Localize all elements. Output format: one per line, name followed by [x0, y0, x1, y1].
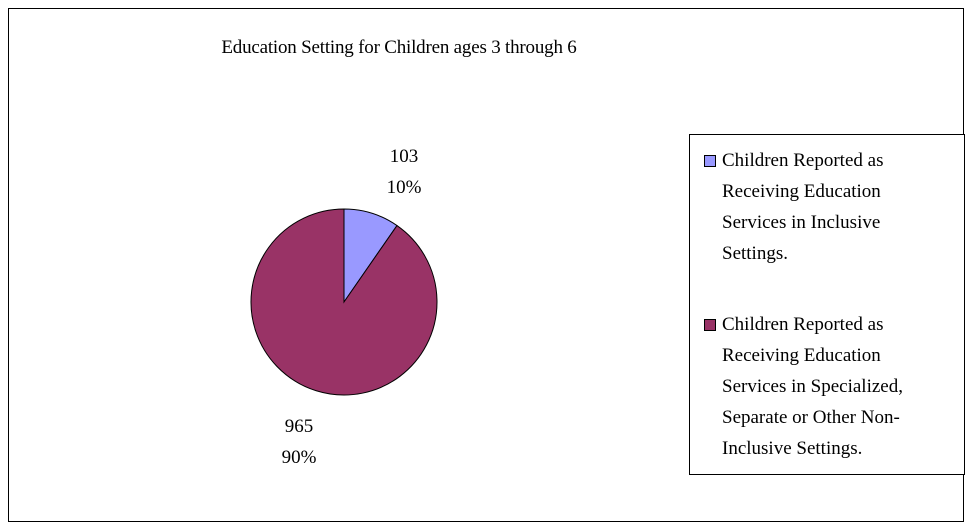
legend-line: Children Reported as	[722, 150, 884, 171]
legend-line: Separate or Other Non-	[722, 407, 900, 428]
legend-swatch-non-inclusive	[704, 319, 716, 331]
data-label-inclusive-value: 103	[389, 146, 419, 167]
pie-slice-non-inclusive	[250, 208, 438, 396]
pie-chart	[250, 208, 438, 396]
chart-title: Education Setting for Children ages 3 th…	[221, 37, 577, 58]
legend: Children Reported as Receiving Education…	[689, 134, 965, 475]
data-label-non-inclusive: 965 90%	[259, 411, 339, 473]
legend-line: Receiving Education	[722, 181, 881, 202]
legend-swatch-inclusive	[704, 155, 716, 167]
legend-text-non-inclusive: Children Reported as Receiving Education…	[722, 309, 966, 464]
data-label-non-inclusive-percent: 90%	[281, 447, 317, 468]
legend-line: Children Reported as	[722, 314, 884, 335]
legend-line: Services in Inclusive	[722, 212, 881, 233]
data-label-inclusive-percent: 10%	[386, 177, 422, 198]
legend-line: Receiving Education	[722, 345, 881, 366]
legend-line: Services in Specialized,	[722, 376, 903, 397]
data-label-non-inclusive-value: 965	[284, 416, 314, 437]
legend-line: Inclusive Settings.	[722, 438, 863, 459]
legend-line: Settings.	[722, 243, 788, 264]
chart-frame: Education Setting for Children ages 3 th…	[8, 8, 965, 522]
data-label-inclusive: 103 10%	[364, 141, 444, 203]
legend-text-inclusive: Children Reported as Receiving Education…	[722, 145, 966, 269]
